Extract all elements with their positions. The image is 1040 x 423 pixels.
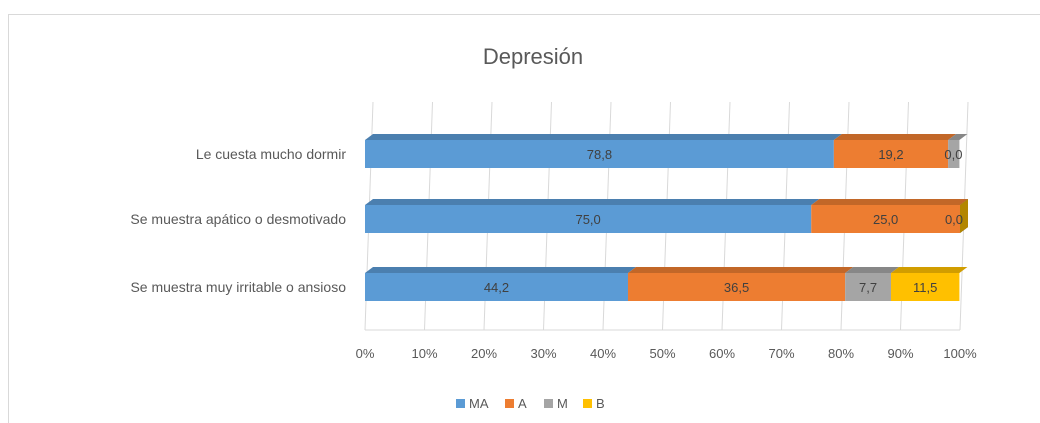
legend-swatch <box>505 399 514 408</box>
x-tick-label: 80% <box>828 346 854 361</box>
chart-title: Depresión <box>483 44 583 69</box>
legend-label: MA <box>469 396 489 411</box>
x-tick-label: 100% <box>943 346 977 361</box>
bar-segment-top <box>948 134 968 140</box>
legend-swatch <box>456 399 465 408</box>
data-label: 7,7 <box>859 280 877 295</box>
bar-segment <box>627 273 846 301</box>
bar-segment <box>365 273 628 301</box>
legend-label: B <box>596 396 605 411</box>
bar-segment <box>890 273 960 301</box>
x-tick-label: 60% <box>709 346 735 361</box>
category-label: Se muestra apático o desmotivado <box>130 211 346 227</box>
x-tick-label: 20% <box>471 346 497 361</box>
category-labels: Le cuesta mucho dormir Se muestra apático… <box>130 146 346 295</box>
bar-segment-top <box>365 267 636 273</box>
bar-segment <box>948 140 960 168</box>
bar-area: 78,8 19,2 0,0 75,0 25,0 0,0 44,2 36,5 7,7 11,5 <box>365 134 968 301</box>
data-label: 25,0 <box>873 212 898 227</box>
bar-segment <box>833 140 949 168</box>
data-label: 19,2 <box>878 147 903 162</box>
legend-swatch <box>583 399 592 408</box>
data-label: 11,5 <box>913 280 937 295</box>
legend-label: M <box>557 396 568 411</box>
x-tick-label: 90% <box>887 346 913 361</box>
bar-segment-top <box>845 267 899 273</box>
bar-segment <box>365 205 812 233</box>
x-tick-label: 10% <box>411 346 437 361</box>
bar-segment <box>845 273 891 301</box>
bar-segment-top <box>833 134 957 140</box>
bar-segment <box>811 205 960 233</box>
data-label: 0,0 <box>944 147 962 162</box>
x-tick-label: 70% <box>768 346 794 361</box>
bar-segment-top <box>365 134 842 140</box>
legend-swatch <box>544 399 553 408</box>
bar-segment-top <box>890 267 968 273</box>
data-label: 0,0 <box>945 212 963 227</box>
x-axis-ticks: 0% 10% 20% 30% 40% 50% 60% 70% 80% 90% 100% <box>356 346 977 361</box>
legend-label: A <box>518 396 527 411</box>
data-label: 36,5 <box>724 280 749 295</box>
legend: MA A M B <box>456 396 605 411</box>
bar-segment-side <box>960 199 968 233</box>
x-tick-label: 50% <box>649 346 675 361</box>
x-tick-label: 40% <box>590 346 616 361</box>
data-label: 44,2 <box>484 280 509 295</box>
category-label: Se muestra muy irritable o ansioso <box>130 279 346 295</box>
data-label: 75,0 <box>575 212 600 227</box>
category-label: Le cuesta mucho dormir <box>196 146 347 162</box>
bar-segment <box>365 140 834 168</box>
x-tick-label: 0% <box>356 346 375 361</box>
data-label: 78,8 <box>587 147 612 162</box>
x-tick-label: 30% <box>530 346 556 361</box>
bar-segment-top <box>811 199 968 205</box>
chart-frame <box>8 14 1040 423</box>
bar-segment-top <box>365 199 820 205</box>
bar-segment-top <box>627 267 854 273</box>
